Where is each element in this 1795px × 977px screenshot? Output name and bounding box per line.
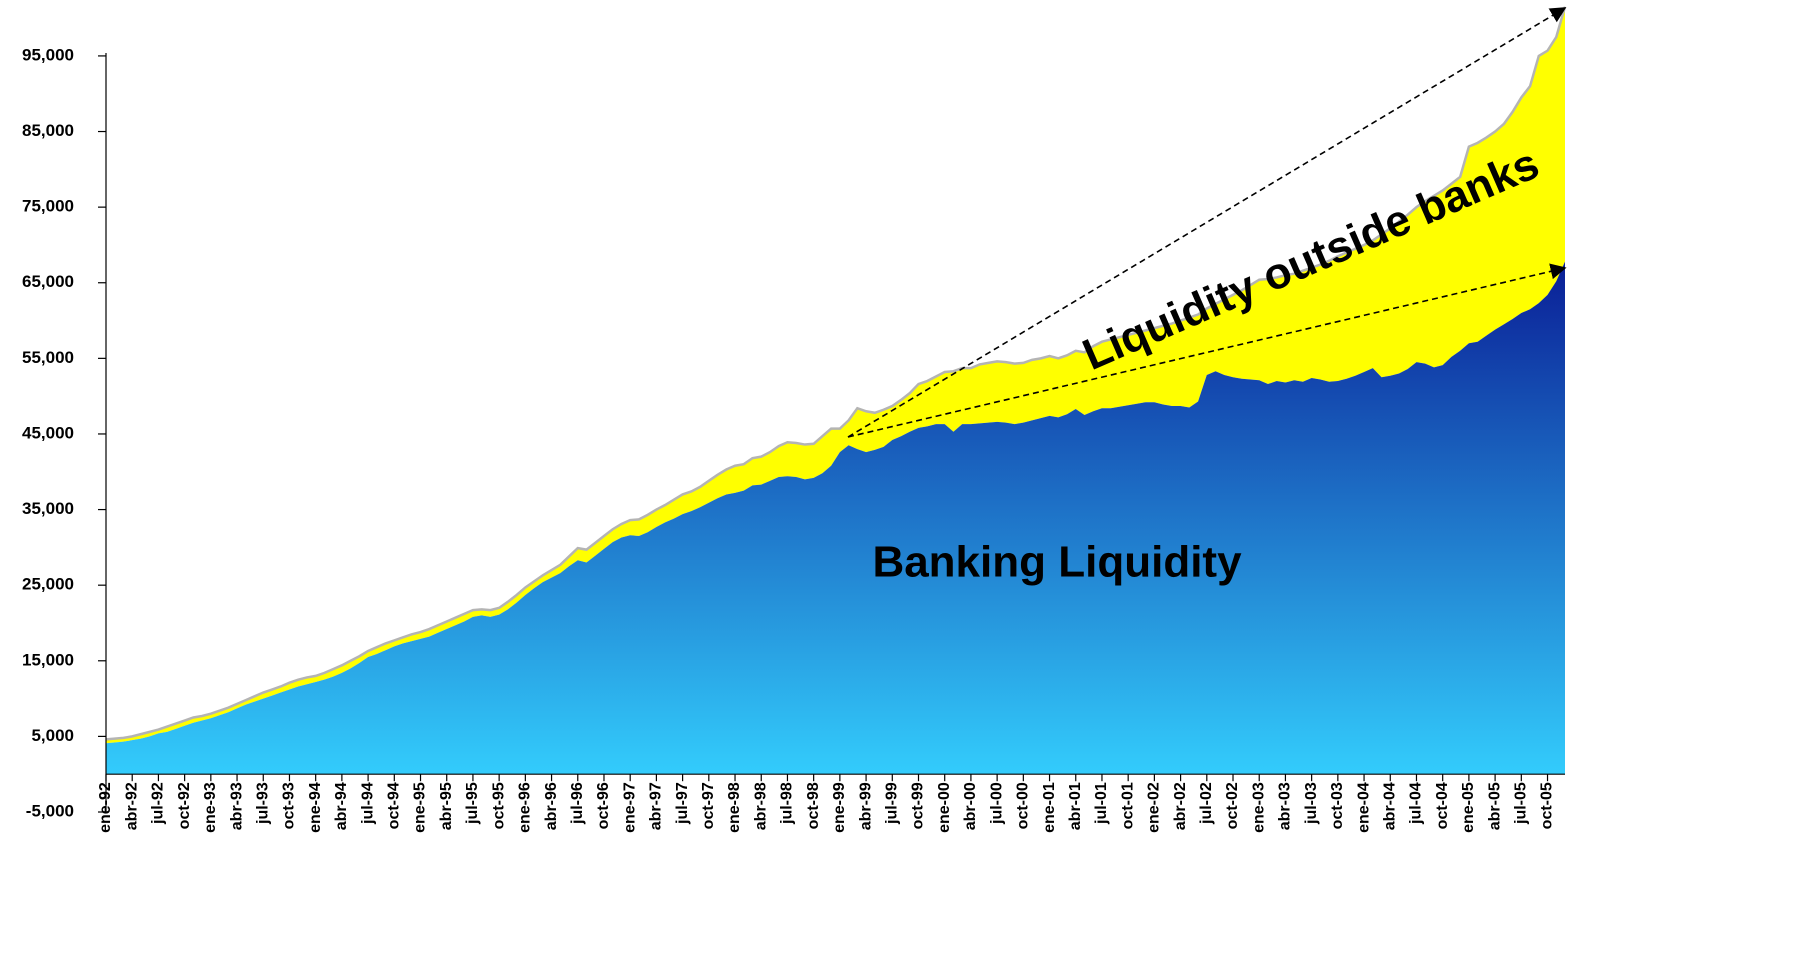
x-tick-label: oct-01 (1119, 782, 1136, 829)
x-tick-label: abr-95 (438, 782, 455, 830)
x-tick-label: jul-99 (884, 782, 901, 825)
x-tick-label: abr-97 (648, 782, 665, 830)
x-tick-label: oct-97 (700, 782, 717, 829)
annotation: Banking Liquidity (872, 538, 1242, 587)
x-tick-label: abr-00 (962, 782, 979, 830)
x-tick-label: ene-92 (97, 782, 114, 833)
y-tick-label: -5,000 (26, 801, 74, 820)
x-tick-label: jul-03 (1303, 782, 1320, 825)
y-tick-label: 25,000 (22, 575, 74, 594)
x-tick-label: jul-97 (674, 782, 691, 825)
x-tick-label: oct-92 (176, 782, 193, 829)
x-tick-label: ene-05 (1460, 782, 1477, 833)
x-tick-label: abr-93 (228, 782, 245, 830)
x-tick-label: ene-00 (936, 782, 953, 833)
x-tick-label: oct-98 (805, 782, 822, 829)
y-tick-label: 55,000 (22, 348, 74, 367)
x-tick-label: abr-05 (1486, 782, 1503, 830)
x-tick-label: jul-04 (1408, 782, 1425, 825)
x-tick-label: oct-03 (1329, 782, 1346, 829)
x-tick-label: abr-03 (1277, 782, 1294, 830)
x-tick-label: ene-01 (1041, 782, 1058, 833)
x-tick-label: ene-99 (831, 782, 848, 833)
x-tick-label: ene-02 (1146, 782, 1163, 833)
x-tick-label: abr-04 (1381, 782, 1398, 830)
y-tick-label: 65,000 (22, 272, 74, 291)
x-tick-label: ene-97 (621, 782, 638, 833)
x-tick-label: oct-04 (1434, 782, 1451, 829)
y-tick-label: 15,000 (22, 650, 74, 669)
x-tick-label: jul-93 (254, 782, 271, 825)
x-tick-label: jul-01 (1093, 782, 1110, 825)
x-tick-label: jul-96 (569, 782, 586, 825)
x-tick-label: oct-00 (1015, 782, 1032, 829)
x-tick-label: jul-94 (359, 782, 376, 825)
x-tick-label: abr-92 (123, 782, 140, 830)
x-tick-label: abr-98 (752, 782, 769, 830)
y-tick-label: 85,000 (22, 121, 74, 140)
x-tick-label: jul-02 (1198, 782, 1215, 825)
area (106, 261, 1565, 775)
x-tick-label: oct-96 (595, 782, 612, 829)
x-tick-label: oct-93 (281, 782, 298, 829)
x-tick-label: jul-92 (150, 782, 167, 825)
y-tick-label: 5,000 (31, 726, 74, 745)
x-tick-label: oct-99 (910, 782, 927, 829)
x-tick-label: oct-95 (490, 782, 507, 829)
y-tick-label: 45,000 (22, 423, 74, 442)
x-tick-label: jul-95 (464, 782, 481, 825)
x-tick-label: abr-94 (333, 782, 350, 830)
x-tick-label: ene-98 (726, 782, 743, 833)
x-tick-label: abr-99 (857, 782, 874, 830)
y-tick-label: 35,000 (22, 499, 74, 518)
x-tick-label: ene-94 (307, 782, 324, 833)
x-tick-label: abr-96 (543, 782, 560, 830)
x-tick-label: ene-04 (1355, 782, 1372, 833)
x-tick-label: abr-02 (1172, 782, 1189, 830)
area (106, 6, 1565, 744)
arrow (847, 263, 1567, 438)
x-tick-label: ene-03 (1250, 782, 1267, 833)
x-tick-label: abr-01 (1067, 782, 1084, 830)
x-tick-label: oct-02 (1224, 782, 1241, 829)
y-tick-label: 75,000 (22, 197, 74, 216)
x-tick-label: jul-98 (779, 782, 796, 825)
y-tick-label: 95,000 (22, 45, 74, 64)
x-tick-label: ene-96 (517, 782, 534, 833)
x-tick-label: oct-05 (1539, 782, 1556, 829)
x-tick-label: ene-93 (202, 782, 219, 833)
x-tick-label: oct-94 (386, 782, 403, 829)
x-tick-label: ene-95 (412, 782, 429, 833)
x-tick-label: jul-00 (988, 782, 1005, 825)
line (105, 6, 1567, 741)
x-tick-label: jul-05 (1513, 782, 1530, 825)
